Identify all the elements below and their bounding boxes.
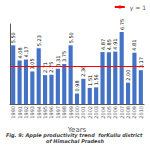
svg-text:1993: 1993 <box>29 106 35 119</box>
svg-text:6.75: 6.75 <box>119 19 125 30</box>
svg-text:1995: 1995 <box>42 106 48 119</box>
svg-text:2008: 2008 <box>125 106 131 119</box>
svg-text:3.05: 3.05 <box>29 58 35 69</box>
svg-text:3.31: 3.31 <box>55 56 61 67</box>
svg-text:2.36: 2.36 <box>80 66 86 77</box>
svg-text:1999: 1999 <box>68 106 74 119</box>
svg-text:4.85: 4.85 <box>106 39 112 50</box>
svg-text:2005: 2005 <box>106 106 112 119</box>
svg-text:1991: 1991 <box>17 106 23 119</box>
svg-text:1997: 1997 <box>55 106 61 119</box>
svg-text:2.00: 2.00 <box>125 70 131 81</box>
svg-text:4.08: 4.08 <box>17 47 23 58</box>
svg-text:2000: 2000 <box>74 106 80 119</box>
svg-text:5.50: 5.50 <box>68 32 74 43</box>
svg-text:1996: 1996 <box>48 106 54 119</box>
svg-text:2002: 2002 <box>87 106 93 119</box>
svg-text:2.71: 2.71 <box>42 62 48 73</box>
svg-text:1.51: 1.51 <box>87 75 93 86</box>
svg-text:0.98: 0.98 <box>74 80 80 91</box>
svg-text:2001: 2001 <box>80 106 86 119</box>
svg-text:1990: 1990 <box>10 106 16 119</box>
svg-text:Fig. 9: Apple productivity tre: Fig. 9: Apple productivity trend forKull… <box>5 132 145 138</box>
svg-text:5.50: 5.50 <box>10 32 16 43</box>
svg-text:5.23: 5.23 <box>36 35 42 46</box>
svg-text:2009: 2009 <box>131 106 137 119</box>
svg-text:3.75: 3.75 <box>61 51 67 62</box>
svg-text:1998: 1998 <box>61 106 67 119</box>
svg-text:4.81: 4.81 <box>131 40 137 51</box>
svg-text:2007: 2007 <box>119 106 125 119</box>
svg-text:3.17: 3.17 <box>137 57 144 69</box>
svg-text:2010: 2010 <box>138 106 144 119</box>
svg-text:4.17: 4.17 <box>23 46 29 57</box>
svg-text:4.91: 4.91 <box>112 38 118 49</box>
svg-text:y = 1: y = 1 <box>130 4 146 12</box>
svg-text:2004: 2004 <box>100 106 106 119</box>
svg-text:2003: 2003 <box>93 106 99 119</box>
svg-text:4.87: 4.87 <box>100 39 106 50</box>
svg-text:Years: Years <box>67 126 87 135</box>
svg-text:of Himachal Pradesh: of Himachal Pradesh <box>46 138 104 144</box>
svg-text:1994: 1994 <box>36 106 42 119</box>
svg-text:2006: 2006 <box>112 106 118 119</box>
svg-text:1992: 1992 <box>23 106 29 119</box>
svg-text:1.56: 1.56 <box>93 74 99 85</box>
svg-text:2.75: 2.75 <box>48 62 54 73</box>
